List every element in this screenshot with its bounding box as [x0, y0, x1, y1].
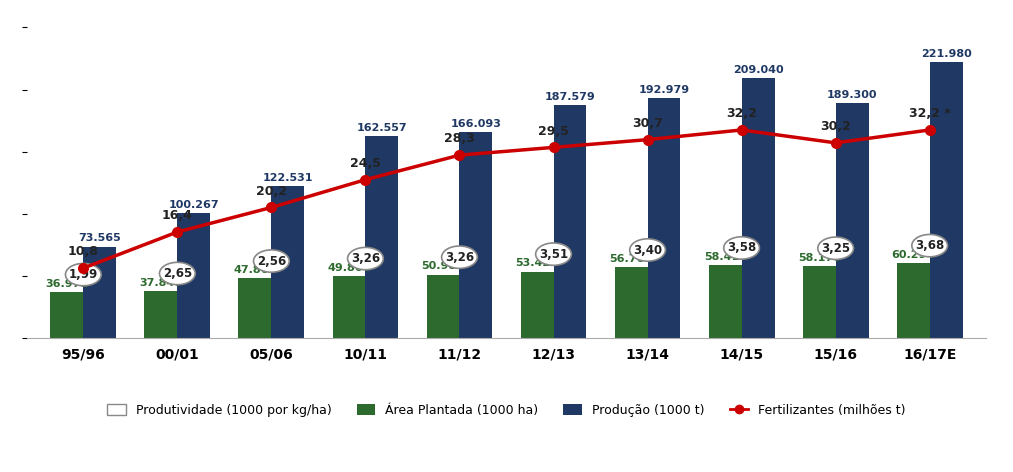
Ellipse shape: [347, 247, 383, 270]
Text: 29,5: 29,5: [538, 125, 569, 138]
Ellipse shape: [442, 246, 477, 269]
Bar: [521, 271, 553, 338]
Text: 20,2: 20,2: [256, 185, 287, 198]
Text: 209.040: 209.040: [732, 65, 783, 75]
Text: 10,8: 10,8: [68, 245, 98, 259]
Ellipse shape: [817, 237, 854, 260]
Text: 3,26: 3,26: [350, 252, 380, 265]
Bar: [742, 78, 775, 338]
Text: 187.579: 187.579: [545, 92, 596, 102]
Bar: [836, 103, 868, 338]
Text: 16,4: 16,4: [162, 209, 192, 222]
Text: 47.868: 47.868: [233, 265, 277, 275]
Bar: [332, 276, 366, 338]
Text: 58.170: 58.170: [798, 253, 841, 262]
Text: 30,2: 30,2: [821, 120, 851, 133]
Text: 32,2: 32,2: [726, 107, 757, 120]
Text: 50.982: 50.982: [421, 261, 465, 271]
Ellipse shape: [159, 262, 196, 285]
Ellipse shape: [66, 263, 101, 286]
Text: 3,68: 3,68: [915, 239, 944, 252]
Text: 36.971: 36.971: [46, 279, 88, 289]
Bar: [366, 136, 398, 338]
Text: 53.428: 53.428: [516, 259, 558, 269]
Text: 3,58: 3,58: [727, 242, 757, 254]
Text: 32,2 *: 32,2 *: [909, 107, 950, 120]
Bar: [709, 265, 742, 338]
Ellipse shape: [536, 243, 571, 265]
Bar: [271, 185, 304, 338]
Text: 166.093: 166.093: [451, 118, 501, 128]
Text: 60.294: 60.294: [891, 250, 935, 260]
Text: 189.300: 189.300: [827, 90, 877, 100]
Text: 100.267: 100.267: [168, 200, 219, 210]
Bar: [177, 213, 211, 338]
Text: 58.415: 58.415: [704, 252, 747, 262]
Text: 1,99: 1,99: [69, 268, 98, 281]
Text: 49.866: 49.866: [327, 263, 371, 273]
Text: 73.565: 73.565: [78, 234, 122, 244]
Ellipse shape: [630, 239, 666, 261]
Bar: [615, 268, 647, 338]
Bar: [897, 263, 930, 338]
Text: 162.557: 162.557: [357, 123, 407, 133]
Text: 2,56: 2,56: [256, 254, 286, 268]
Text: 192.979: 192.979: [638, 85, 690, 95]
Bar: [802, 266, 836, 338]
Bar: [145, 291, 177, 338]
Text: 3,51: 3,51: [539, 248, 568, 261]
Text: 28,3: 28,3: [444, 133, 475, 145]
Legend: Produtividade (1000 por kg/ha), Área Plantada (1000 ha), Produção (1000 t), Fert: Produtividade (1000 por kg/ha), Área Pla…: [102, 399, 911, 422]
Ellipse shape: [253, 250, 290, 272]
Ellipse shape: [723, 237, 760, 259]
Text: 3,40: 3,40: [633, 244, 663, 256]
Text: 3,26: 3,26: [445, 251, 474, 264]
Bar: [460, 132, 492, 338]
Bar: [553, 105, 587, 338]
Bar: [51, 292, 83, 338]
Text: 122.531: 122.531: [262, 173, 313, 183]
Bar: [930, 62, 962, 338]
Bar: [83, 246, 116, 338]
Ellipse shape: [912, 235, 947, 257]
Text: 37.847: 37.847: [140, 278, 182, 288]
Bar: [238, 278, 271, 338]
Text: 2,65: 2,65: [163, 267, 192, 280]
Text: 3,25: 3,25: [822, 242, 850, 255]
Text: 56.766: 56.766: [610, 254, 652, 264]
Text: 24,5: 24,5: [349, 157, 381, 170]
Text: 30,7: 30,7: [632, 117, 663, 130]
Bar: [426, 275, 460, 338]
Text: 221.980: 221.980: [921, 49, 971, 59]
Bar: [647, 98, 681, 338]
